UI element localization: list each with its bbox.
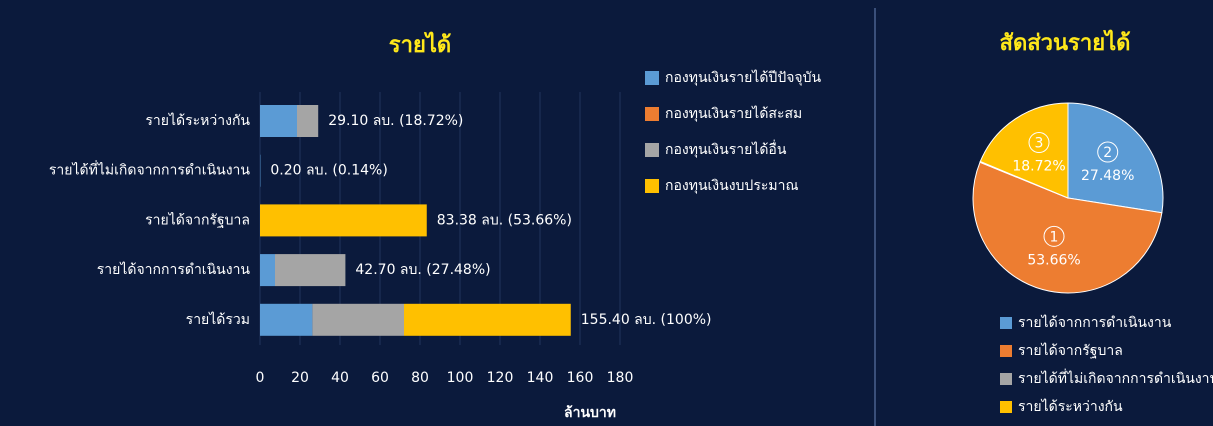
x-tick-label: 160	[567, 370, 594, 386]
x-tick-label: 60	[371, 370, 389, 386]
bar-annotation: 0.20 ลบ. (0.14%)	[270, 163, 387, 179]
legend-swatch	[645, 179, 659, 193]
x-axis-label: ล้านบาท	[564, 405, 616, 421]
bar-segment	[297, 105, 319, 137]
x-tick-label: 140	[527, 370, 554, 386]
legend-swatch	[645, 107, 659, 121]
legend-label: กองทุนเงินงบประมาณ	[665, 178, 798, 194]
bar-annotation: 155.40 ลบ. (100%)	[581, 312, 712, 328]
legend-label: รายได้จากรัฐบาล	[1018, 342, 1123, 359]
x-tick-label: 80	[411, 370, 429, 386]
legend-label: กองทุนเงินรายได้อื่น	[665, 140, 787, 158]
legend-swatch	[1000, 345, 1012, 357]
bar-segment	[404, 303, 571, 336]
slice-number-ring	[1028, 132, 1050, 154]
bar-segment	[260, 254, 275, 287]
y-tick-label: รายได้จากการดำเนินงาน	[97, 261, 251, 278]
bar-segment	[260, 303, 313, 336]
legend-label: รายได้ที่ไม่เกิดจากการดำเนินงาน	[1018, 369, 1213, 387]
bar-annotation: 42.70 ลบ. (27.48%)	[355, 262, 490, 278]
bar-segment	[260, 105, 297, 137]
slice-label: 18.72%	[1012, 159, 1065, 175]
bar-segment	[312, 303, 404, 336]
slice-number-ring	[1043, 225, 1065, 247]
bar-segment	[275, 254, 346, 287]
slice-number: 2	[1103, 145, 1112, 161]
pie-slice	[979, 102, 1069, 199]
slice-number-ring	[1097, 141, 1119, 163]
x-tick-label: 120	[487, 370, 514, 386]
legend-swatch	[1000, 401, 1012, 413]
slice-label: 53.66%	[1027, 252, 1080, 268]
bar-title: รายได้	[389, 31, 451, 58]
legend-label: รายได้ระหว่างกัน	[1018, 398, 1123, 415]
legend-swatch	[1000, 317, 1012, 329]
pie-slice	[972, 161, 1163, 294]
x-tick-label: 40	[331, 370, 349, 386]
bar-segment	[260, 204, 427, 237]
y-tick-label: รายได้ระหว่างกัน	[145, 112, 250, 129]
pie-title: สัดส่วนรายได้	[1000, 29, 1131, 56]
legend-label: กองทุนเงินรายได้สะสม	[665, 105, 802, 122]
x-tick-label: 100	[447, 370, 474, 386]
legend-swatch	[645, 143, 659, 157]
legend-swatch	[1000, 373, 1012, 385]
legend-swatch	[645, 71, 659, 85]
y-tick-label: รายได้รวม	[186, 311, 250, 328]
y-tick-label: รายได้ที่ไม่เกิดจากการดำเนินงาน	[49, 161, 251, 179]
legend-label: กองทุนเงินรายได้ปีปัจจุบัน	[665, 69, 821, 86]
bar-annotation: 83.38 ลบ. (53.66%)	[437, 212, 572, 228]
x-tick-label: 20	[291, 370, 309, 386]
slice-number: 1	[1050, 229, 1059, 245]
slice-number: 3	[1035, 136, 1044, 152]
x-tick-label: 180	[607, 370, 634, 386]
slice-label: 27.48%	[1081, 168, 1134, 184]
bar-annotation: 29.10 ลบ. (18.72%)	[328, 113, 463, 129]
x-tick-label: 0	[256, 370, 265, 386]
y-tick-label: รายได้จากรัฐบาล	[145, 211, 250, 228]
legend-label: รายได้จากการดำเนินงาน	[1018, 314, 1172, 331]
